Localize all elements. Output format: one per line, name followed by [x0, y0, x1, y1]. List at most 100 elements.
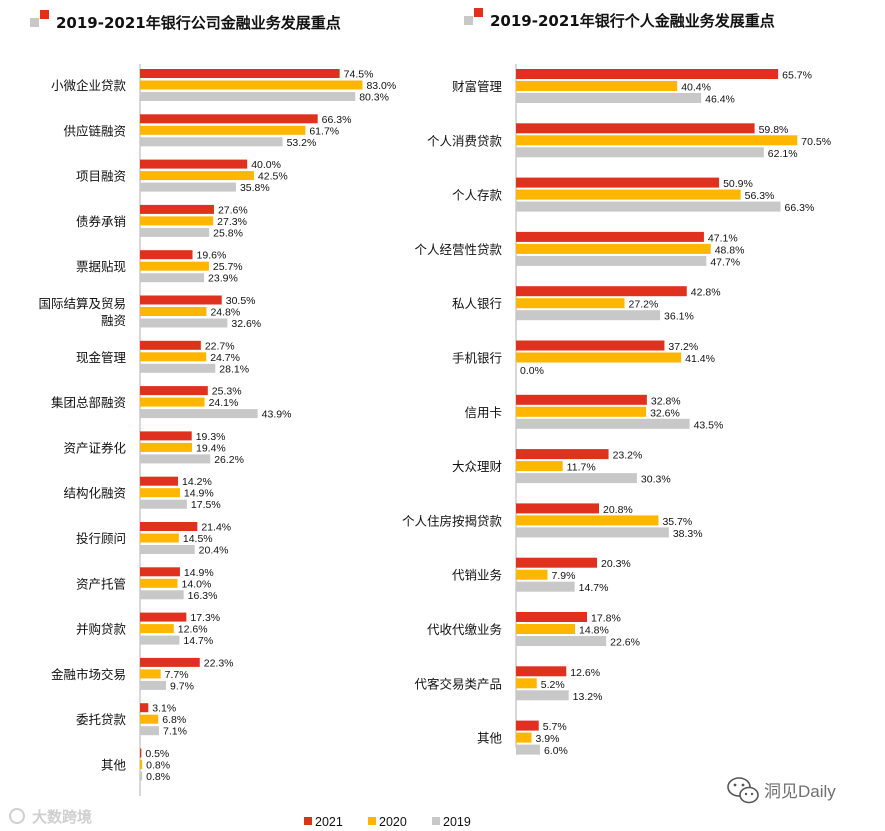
left-bar-2020	[140, 488, 180, 498]
right-category-group: 手机银行 37.2%41.4% 0.0%	[452, 340, 715, 377]
right-bar-2021	[516, 340, 665, 351]
left-value-label-2021: 74.5%	[344, 69, 374, 81]
wechat-icon	[727, 777, 759, 804]
left-category-group: 项目融资 40.0%42.5%35.8%	[76, 159, 288, 194]
right-category-group: 个人经营性贷款 47.1%48.8%47.7%	[414, 231, 744, 268]
left-category-group: 债券承销 27.6%27.3%25.8%	[76, 204, 248, 239]
left-category-label: 供应链融资	[63, 123, 126, 138]
right-bar-2020	[516, 189, 741, 200]
right-value-label-2019: 14.7%	[579, 582, 609, 594]
left-value-label-2020: 6.8%	[162, 714, 186, 726]
left-category-label: 并购贷款	[76, 622, 127, 637]
right-value-label-2019: 22.6%	[610, 637, 640, 649]
legend-label-2020: 2020	[379, 815, 407, 829]
right-value-label-2019: 30.3%	[641, 474, 671, 486]
left-chart-title: 2019-2021年银行公司金融业务发展重点	[56, 14, 341, 32]
right-value-label-2021: 59.8%	[759, 124, 789, 136]
right-value-label-2021: 20.8%	[603, 504, 633, 516]
left-bar-2019	[140, 771, 143, 781]
right-bar-2020	[516, 515, 659, 526]
right-value-label-2021: 37.2%	[668, 341, 698, 353]
right-value-label-2019: 66.3%	[785, 202, 815, 214]
left-bar-2021	[140, 476, 179, 486]
left-category-label: 现金管理	[76, 350, 127, 365]
left-value-label-2019: 9.7%	[170, 680, 194, 692]
left-value-label-2019: 35.8%	[240, 182, 270, 194]
left-value-label-2020: 19.4%	[196, 442, 226, 454]
left-bar-2019	[140, 590, 184, 600]
left-bar-2021	[140, 386, 208, 396]
left-bar-2019	[140, 726, 160, 736]
right-bar-2021	[516, 557, 597, 568]
left-bar-2020	[140, 714, 159, 724]
left-value-label-2020: 24.1%	[209, 397, 239, 409]
right-value-label-2021: 32.8%	[651, 395, 681, 407]
legend-swatch-2020	[368, 817, 376, 825]
right-value-label-2021: 23.2%	[613, 450, 643, 462]
left-bar-2020	[140, 261, 209, 271]
right-title-group: 2019-2021年银行个人金融业务发展重点	[464, 8, 775, 30]
left-category-group: 其他0.5%0.8%0.8%	[101, 748, 170, 783]
left-bar-2019	[140, 409, 258, 419]
right-value-label-2019: 13.2%	[573, 691, 603, 703]
right-bar-2020	[516, 569, 548, 580]
legend-swatch-2019	[432, 817, 440, 825]
left-value-label-2021: 22.7%	[205, 340, 235, 352]
right-value-label-2021: 42.8%	[691, 287, 721, 299]
right-value-label-2021: 17.8%	[591, 613, 621, 625]
right-bar-2019	[516, 636, 607, 646]
left-value-label-2019: 7.1%	[163, 726, 187, 738]
right-value-label-2019: 0.0%	[520, 365, 544, 377]
right-category-group: 财富管理 65.7% 40.4%46.4%	[452, 69, 812, 106]
left-value-label-2020: 25.7%	[213, 261, 243, 273]
watermark-right: 洞见Daily	[727, 777, 836, 804]
right-bar-2021	[516, 612, 588, 622]
right-category-label: 信用卡	[464, 405, 502, 420]
left-bar-2019	[140, 182, 236, 192]
left-value-label-2021: 19.6%	[197, 250, 227, 262]
left-bar-2019	[140, 227, 210, 237]
right-value-label-2021: 50.9%	[723, 178, 753, 190]
right-category-group: 大众理财 23.2% 11.7% 30.3%	[452, 449, 671, 486]
right-value-label-2019: 43.5%	[694, 419, 724, 431]
left-bar-2020	[140, 578, 178, 588]
left-bar-2021	[140, 703, 149, 713]
left-bar-2021	[140, 612, 187, 622]
left-value-label-2020: 24.8%	[210, 307, 240, 319]
left-bar-2021	[140, 204, 214, 214]
right-bar-2021	[516, 394, 647, 405]
title-square-grey-icon	[464, 16, 473, 25]
left-value-label-2021: 14.9%	[184, 567, 214, 579]
right-category-label: 个人住房按揭贷款	[402, 513, 503, 528]
left-bar-2020	[140, 442, 192, 452]
left-bar-2019	[140, 499, 187, 509]
right-bar-2019	[516, 255, 707, 266]
right-value-label-2020: 41.4%	[685, 353, 715, 365]
right-value-label-2020: 11.7%	[567, 462, 596, 474]
left-value-label-2019: 53.2%	[287, 137, 317, 149]
left-value-label-2019: 43.9%	[262, 409, 292, 421]
left-category-label: 其他	[101, 758, 127, 773]
left-value-label-2021: 0.5%	[145, 748, 169, 760]
left-value-label-2021: 21.4%	[201, 522, 231, 534]
right-category-label: 个人存款	[452, 188, 503, 203]
left-value-label-2021: 66.3%	[322, 114, 352, 126]
left-category-group: 票据贴现 19.6%25.7%23.9%	[76, 250, 243, 285]
right-category-label: 其他	[477, 731, 503, 746]
right-bar-2020	[516, 732, 532, 743]
right-value-label-2020: 70.5%	[801, 136, 831, 148]
watermark-left-logo-icon	[9, 808, 25, 824]
right-category-group: 信用卡 32.8%32.6% 43.5%	[464, 394, 724, 431]
right-bar-2020	[516, 678, 537, 689]
left-value-label-2020: 83.0%	[366, 80, 396, 92]
left-bar-2021	[140, 295, 222, 305]
left-bar-2019	[140, 92, 356, 101]
title-square-grey-icon	[30, 18, 39, 27]
right-bar-2019	[516, 744, 540, 755]
right-value-label-2019: 62.1%	[768, 148, 798, 160]
watermark-left: 大数跨境	[9, 808, 92, 826]
left-category-group: 投行顾问 21.4%14.5%20.4%	[76, 522, 231, 557]
left-bar-2021	[140, 748, 142, 758]
left-value-label-2019: 80.3%	[359, 92, 389, 104]
